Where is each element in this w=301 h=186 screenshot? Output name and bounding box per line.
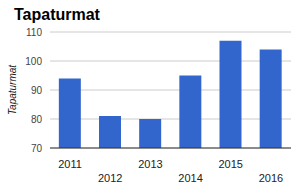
- html-text:Tapaturmat: Tapaturmat: [14, 6, 100, 23]
- svg-text:90: 90: [31, 85, 43, 96]
- svg-text:100: 100: [25, 56, 42, 67]
- svg-text:80: 80: [31, 114, 43, 125]
- svg-text:Tapaturmat: Tapaturmat: [8, 64, 18, 115]
- svg-text:2013: 2013: [138, 158, 162, 170]
- svg-text:2014: 2014: [178, 172, 202, 184]
- svg-text:110: 110: [26, 27, 42, 38]
- svg-text:2011: 2011: [58, 158, 82, 170]
- svg-text:70: 70: [31, 143, 43, 154]
- svg-text:2012: 2012: [98, 172, 122, 184]
- svg-text:2016: 2016: [259, 172, 283, 184]
- svg-text:2015: 2015: [219, 158, 243, 170]
